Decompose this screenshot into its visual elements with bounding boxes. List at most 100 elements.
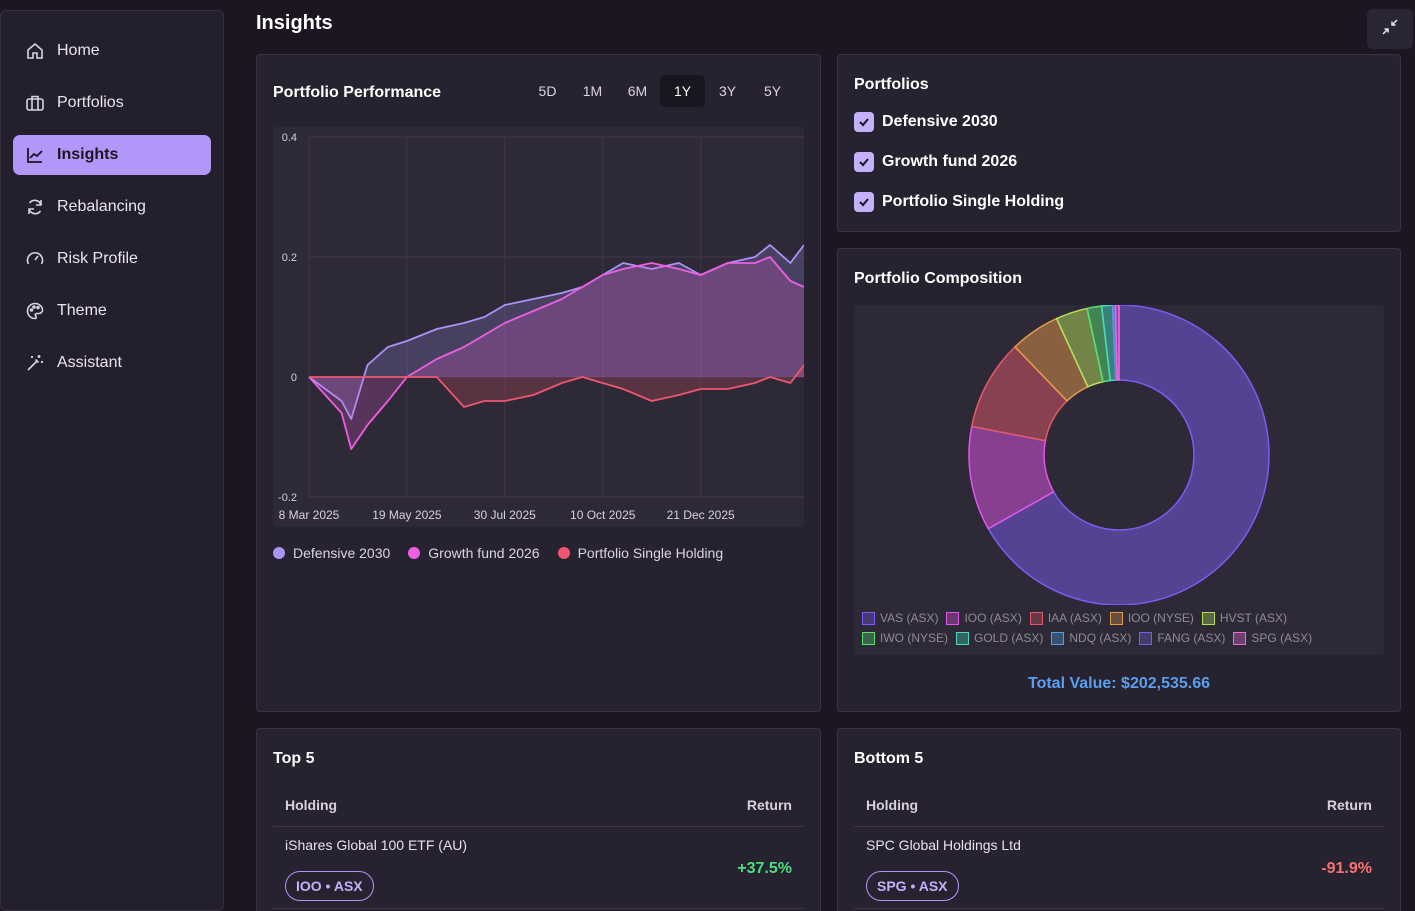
range-tab-1y[interactable]: 1Y bbox=[660, 75, 705, 107]
legend-item-defensive-2030[interactable]: Defensive 2030 bbox=[273, 545, 390, 561]
range-tab-5y[interactable]: 5Y bbox=[763, 83, 782, 99]
legend-label: FANG (ASX) bbox=[1157, 631, 1226, 645]
portfolio-label: Defensive 2030 bbox=[882, 113, 998, 130]
series-line-1[interactable] bbox=[308, 256, 805, 450]
holding-name: SPC Global Holdings Ltd bbox=[866, 837, 1021, 853]
return-value: -91.9% bbox=[1321, 860, 1372, 877]
x-tick-label: 21 Dec 2025 bbox=[667, 508, 735, 522]
column-header-return: Return bbox=[1326, 797, 1372, 813]
performance-title: Portfolio Performance bbox=[273, 84, 442, 101]
legend-item-portfolio-single-holding[interactable]: Portfolio Single Holding bbox=[557, 545, 724, 561]
collapse-icon bbox=[1382, 18, 1398, 40]
holding-name: iShares Global 100 ETF (AU) bbox=[285, 837, 468, 853]
legend-label: IWO (NYSE) bbox=[880, 631, 948, 645]
legend-item[interactable]: SPG (ASX) bbox=[1233, 631, 1312, 645]
return-value: +37.5% bbox=[737, 860, 792, 877]
legend-label: Portfolio Single Holding bbox=[577, 545, 724, 561]
sidebar-item-label: Risk Profile bbox=[57, 250, 138, 267]
gauge-icon bbox=[25, 249, 45, 269]
series-area-1 bbox=[309, 257, 804, 449]
checkbox[interactable] bbox=[854, 152, 874, 172]
portfolios-card: Portfolios Defensive 2030 Growth fund 20… bbox=[837, 54, 1401, 232]
legend-dot bbox=[408, 547, 421, 559]
table-header: Holding Return bbox=[854, 797, 1384, 827]
range-tab-5d[interactable]: 5D bbox=[538, 83, 557, 99]
portfolio-checkbox-single-holding[interactable]: Portfolio Single Holding bbox=[854, 192, 1064, 212]
legend-swatch bbox=[1029, 611, 1043, 625]
briefcase-icon bbox=[25, 93, 45, 113]
table-row[interactable]: iShares Global 100 ETF (AU) IOO • ASX +3… bbox=[273, 827, 804, 909]
portfolio-checkbox-defensive-2030[interactable]: Defensive 2030 bbox=[854, 112, 998, 132]
magic-wand-icon bbox=[25, 353, 45, 373]
legend-dot bbox=[557, 547, 570, 559]
range-tab-1m[interactable]: 1M bbox=[582, 83, 603, 99]
legend-item-growth-fund-2026[interactable]: Growth fund 2026 bbox=[408, 545, 540, 561]
donut-slice-vas-asx[interactable] bbox=[987, 304, 1270, 606]
legend-item[interactable]: GOLD (ASX) bbox=[956, 631, 1043, 645]
legend-swatch bbox=[862, 611, 875, 625]
performance-chart-svg: 0.4 0.2 0 -0.2 8 Mar 2025 19 May 2025 30 Jul 2… bbox=[278, 132, 805, 522]
legend-label: VAS (ASX) bbox=[880, 611, 939, 625]
ticker-badge[interactable]: IOO • ASX bbox=[285, 871, 374, 901]
legend-label: Defensive 2030 bbox=[293, 545, 391, 561]
checkbox[interactable] bbox=[854, 192, 874, 212]
checkbox[interactable] bbox=[854, 112, 874, 132]
check-icon bbox=[859, 158, 869, 167]
legend-label: GOLD (ASX) bbox=[974, 631, 1044, 645]
sidebar-item-theme[interactable]: Theme bbox=[13, 291, 211, 331]
legend-item[interactable]: FANG (ASX) bbox=[1139, 631, 1225, 645]
collapse-button[interactable] bbox=[1367, 9, 1413, 49]
x-tick-label: 10 Oct 2025 bbox=[570, 508, 636, 522]
legend-item[interactable]: IWO (NYSE) bbox=[862, 631, 948, 645]
composition-title: Portfolio Composition bbox=[854, 270, 1022, 287]
series-line-0[interactable] bbox=[308, 244, 805, 420]
table-row[interactable]: SPC Global Holdings Ltd SPG • ASX -91.9% bbox=[854, 827, 1384, 909]
portfolio-label: Growth fund 2026 bbox=[882, 153, 1018, 170]
legend-item[interactable]: IOO (ASX) bbox=[946, 611, 1022, 625]
column-header-holding: Holding bbox=[866, 797, 919, 813]
sidebar-item-label: Insights bbox=[57, 146, 119, 163]
column-header-return: Return bbox=[746, 797, 792, 813]
portfolio-checkbox-growth-fund-2026[interactable]: Growth fund 2026 bbox=[854, 152, 1017, 172]
sidebar-item-assistant[interactable]: Assistant bbox=[13, 343, 211, 383]
legend-item[interactable]: VAS (ASX) bbox=[862, 611, 938, 625]
y-tick-label: 0.4 bbox=[282, 132, 297, 144]
sidebar-item-portfolios[interactable]: Portfolios bbox=[13, 83, 211, 123]
ticker-badge[interactable]: SPG • ASX bbox=[866, 871, 959, 901]
palette-icon bbox=[25, 301, 45, 321]
legend-swatch bbox=[1051, 631, 1065, 645]
column-header-holding: Holding bbox=[285, 797, 338, 813]
legend-label: Growth fund 2026 bbox=[428, 545, 540, 561]
legend-label: HVST (ASX) bbox=[1219, 611, 1287, 625]
y-tick-label: 0.2 bbox=[282, 252, 297, 264]
y-tick-label: -0.2 bbox=[278, 492, 297, 504]
table-header: Holding Return bbox=[273, 797, 804, 827]
sidebar-item-insights[interactable]: Insights bbox=[13, 135, 211, 175]
home-icon bbox=[25, 41, 45, 61]
x-tick-label: 8 Mar 2025 bbox=[279, 508, 340, 522]
series-line-2[interactable] bbox=[309, 364, 805, 408]
bottom5-card: Bottom 5 Holding Return SPC Global Holdi… bbox=[837, 728, 1401, 911]
donut-slice-spg-asx[interactable] bbox=[1114, 304, 1120, 381]
legend-item[interactable]: NDQ (ASX) bbox=[1051, 631, 1131, 645]
range-tab-3y[interactable]: 3Y bbox=[718, 83, 737, 99]
legend-label: SPG (ASX) bbox=[1251, 631, 1313, 645]
sidebar-item-label: Theme bbox=[57, 302, 107, 319]
legend-swatch bbox=[946, 611, 960, 625]
range-tab-6m[interactable]: 6M bbox=[627, 83, 648, 99]
portfolio-label: Portfolio Single Holding bbox=[882, 193, 1065, 210]
performance-card: Portfolio Performance 5D 1M 6M 1Y 3Y 5Y 0.4 0.… bbox=[256, 54, 821, 712]
legend-item[interactable]: HVST (ASX) bbox=[1201, 611, 1287, 625]
legend-swatch bbox=[862, 631, 875, 645]
composition-donut-svg bbox=[968, 304, 1270, 606]
legend-item[interactable]: IOO (NYSE) bbox=[1109, 611, 1194, 625]
sidebar-item-rebalancing[interactable]: Rebalancing bbox=[13, 187, 211, 227]
refresh-icon bbox=[25, 197, 45, 217]
legend-item[interactable]: IAA (ASX) bbox=[1029, 611, 1102, 625]
sidebar-item-label: Rebalancing bbox=[57, 198, 146, 215]
sidebar-item-home[interactable]: Home bbox=[13, 31, 211, 71]
sidebar-item-risk-profile[interactable]: Risk Profile bbox=[13, 239, 211, 279]
page-title: Insights bbox=[256, 12, 333, 34]
chart-line-icon bbox=[25, 145, 45, 165]
composition-chart: VAS (ASX) IOO (ASX) IAA (ASX) IOO (NYSE) HVS… bbox=[854, 304, 1384, 655]
